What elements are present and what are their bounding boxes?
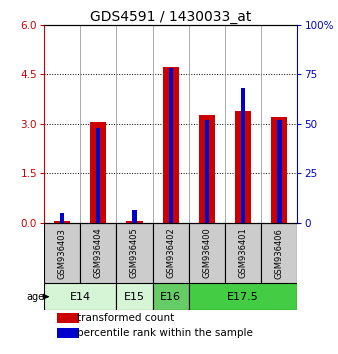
Bar [90,121,106,223]
Bar [235,112,251,223]
Text: E15: E15 [124,292,145,302]
Bar [189,283,297,310]
Bar [205,120,209,223]
Bar [271,116,288,223]
Bar [116,283,152,310]
Bar [152,223,189,283]
Text: age: age [27,292,45,302]
Text: GSM936405: GSM936405 [130,228,139,279]
Bar [277,120,282,223]
Text: GSM936403: GSM936403 [57,228,67,279]
Text: percentile rank within the sample: percentile rank within the sample [77,328,253,338]
Bar [225,223,261,283]
Bar [199,115,215,223]
Bar [163,67,179,223]
Title: GDS4591 / 1430033_at: GDS4591 / 1430033_at [90,10,251,24]
Bar [132,210,137,223]
Text: GSM936401: GSM936401 [239,228,248,279]
Bar [57,328,79,338]
Bar [60,213,64,223]
Bar [261,223,297,283]
Text: E17.5: E17.5 [227,292,259,302]
Bar [44,283,116,310]
Text: GSM936402: GSM936402 [166,228,175,279]
Bar [126,221,143,223]
Text: transformed count: transformed count [77,313,174,323]
Bar [80,223,116,283]
Text: GSM936406: GSM936406 [275,228,284,279]
Bar [152,283,189,310]
Text: E16: E16 [160,292,181,302]
Bar [96,128,100,223]
Text: E14: E14 [70,292,91,302]
Bar [169,68,173,223]
Bar [54,221,70,223]
Bar [44,223,80,283]
Text: GSM936400: GSM936400 [202,228,211,279]
Text: GSM936404: GSM936404 [94,228,103,279]
Bar [189,223,225,283]
Bar [241,88,245,223]
Bar [57,313,79,324]
Bar [116,223,152,283]
